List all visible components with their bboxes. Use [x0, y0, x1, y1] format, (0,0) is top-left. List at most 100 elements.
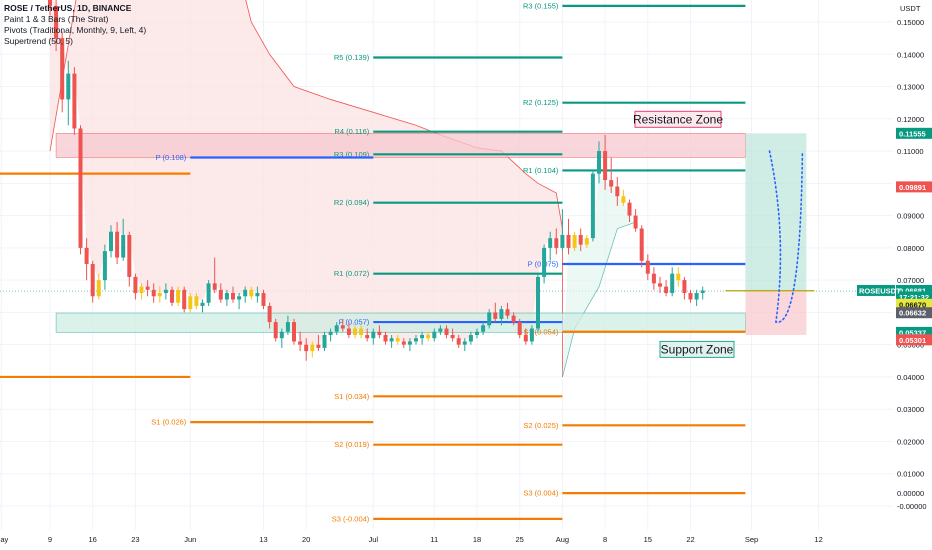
- candle-body: [609, 180, 614, 187]
- price-tick-label: 0.09000: [897, 212, 924, 221]
- candle-body: [499, 309, 504, 319]
- candle-body: [237, 296, 242, 300]
- price-tick-label: 0.12000: [897, 115, 924, 124]
- supertrend-bull-fill: [562, 173, 636, 377]
- projection-path: [768, 150, 804, 323]
- legend-symbol[interactable]: ROSE / TetherUS, 1D, BINANCE: [4, 3, 132, 13]
- candle-body: [328, 331, 333, 335]
- candle-body: [615, 186, 620, 197]
- candle-body: [621, 196, 626, 203]
- candle-body: [468, 334, 473, 342]
- candle-body: [322, 334, 327, 348]
- candle-body: [157, 293, 162, 297]
- supertrend-bear-line: [49, 0, 563, 377]
- candle-body: [200, 302, 205, 306]
- candle-body: [127, 234, 132, 277]
- candle-body: [218, 289, 223, 300]
- candle-body: [212, 283, 217, 290]
- candle-body: [182, 289, 187, 310]
- time-tick-label: Aug: [556, 535, 569, 544]
- candle-body: [353, 328, 357, 335]
- long-position-tool[interactable]: [725, 133, 815, 335]
- candle-body: [481, 325, 486, 332]
- candle-body: [285, 322, 290, 332]
- price-axis[interactable]: USDT 0.15000 0.14000 0.13000 0.12000 0.11000 0…: [893, 0, 932, 550]
- pivot-label: R2 (0.094): [334, 198, 370, 207]
- candle-body: [54, 5, 59, 39]
- position-target-area[interactable]: [745, 133, 807, 291]
- candle-body: [590, 173, 595, 239]
- candle-body: [694, 293, 699, 300]
- candle-body: [664, 286, 669, 294]
- candle-body: [151, 289, 156, 297]
- time-axis[interactable]: May 9 16 23 Jun 13 20 Jul 11 18 25 Aug 8 15 22 Sep 12: [0, 530, 932, 550]
- price-tag-text: 0.11555: [899, 129, 926, 138]
- candle-body: [548, 238, 553, 248]
- candle-body: [676, 273, 681, 281]
- candle-body: [255, 293, 260, 297]
- time-tick-label: 9: [48, 535, 52, 544]
- price-tick-label: -0.00000: [897, 502, 927, 511]
- price-tag: [896, 334, 932, 346]
- time-tick-label: 13: [259, 535, 267, 544]
- candle-body: [542, 247, 547, 277]
- candle-body: [475, 331, 479, 335]
- time-tick-label: 22: [686, 535, 694, 544]
- candle-body: [597, 151, 601, 174]
- candles: [48, 0, 705, 361]
- price-tag-text: 0.06632: [899, 309, 926, 318]
- legend-indicator-supertrend[interactable]: Supertrend (50, 5): [4, 36, 73, 46]
- candle-body: [395, 338, 400, 342]
- price-tick-label: 0.15000: [897, 18, 924, 27]
- legend-indicator-pivots[interactable]: Pivots (Traditional, Monthly, 9, Left, 4…: [4, 25, 147, 35]
- candle-body: [170, 289, 174, 303]
- price-tag-text: 0.05301: [899, 336, 926, 345]
- candle-body: [658, 283, 662, 287]
- candle-body: [267, 305, 272, 323]
- candle-body: [72, 73, 77, 129]
- candle-body: [340, 325, 345, 329]
- price-tag-text: 0.06670: [899, 300, 926, 309]
- candle-body: [462, 341, 467, 345]
- pivot-label: S1 (0.034): [334, 392, 370, 401]
- legend-indicator-strat[interactable]: Paint 1 & 3 Bars (The Strat): [4, 14, 109, 24]
- candle-body: [48, 0, 52, 6]
- candle-body: [651, 273, 656, 284]
- time-tick-label: 8: [603, 535, 607, 544]
- time-tick-label: May: [0, 535, 9, 544]
- candle-body: [572, 234, 577, 248]
- candle-body: [584, 238, 589, 245]
- symbol-tag: [857, 284, 895, 296]
- symbol-tag-text: ROSEUSDT: [859, 286, 901, 295]
- zone-label-box[interactable]: [634, 110, 722, 128]
- candle-body: [578, 234, 583, 245]
- position-stop-area[interactable]: [745, 290, 807, 335]
- resistance-zone-label: Resistance Zone: [633, 112, 723, 126]
- candle-body: [414, 338, 418, 342]
- candle-body: [639, 228, 644, 261]
- pivot-label: S1 (0.026): [151, 418, 187, 427]
- pivot-label: S3 (0.004): [523, 489, 559, 498]
- candle-body: [261, 293, 266, 306]
- supertrend-bear-fill: [50, 0, 563, 377]
- candle-body: [493, 312, 498, 319]
- candle-body: [231, 293, 235, 300]
- price-tick-label: 0.04000: [897, 373, 924, 382]
- price-tag: [896, 284, 932, 296]
- time-tick-label: 18: [473, 535, 481, 544]
- candle-body: [383, 334, 388, 342]
- pivot-label: S3 (-0.004): [332, 514, 370, 523]
- candle-body: [566, 234, 571, 248]
- price-tick-label: 0.08000: [897, 244, 924, 253]
- pivot-label: S1 (0.054): [523, 327, 559, 336]
- pivot-label: R1 (0.104): [523, 166, 559, 175]
- zone-label-box[interactable]: [659, 340, 735, 358]
- pivot-label: P (0.057): [339, 318, 370, 327]
- candle-body: [194, 296, 199, 306]
- candle-body: [517, 322, 522, 335]
- candle-body: [627, 202, 632, 216]
- time-tick-label: Sep: [745, 535, 758, 544]
- candle-body: [292, 322, 296, 342]
- candle-body: [444, 328, 449, 335]
